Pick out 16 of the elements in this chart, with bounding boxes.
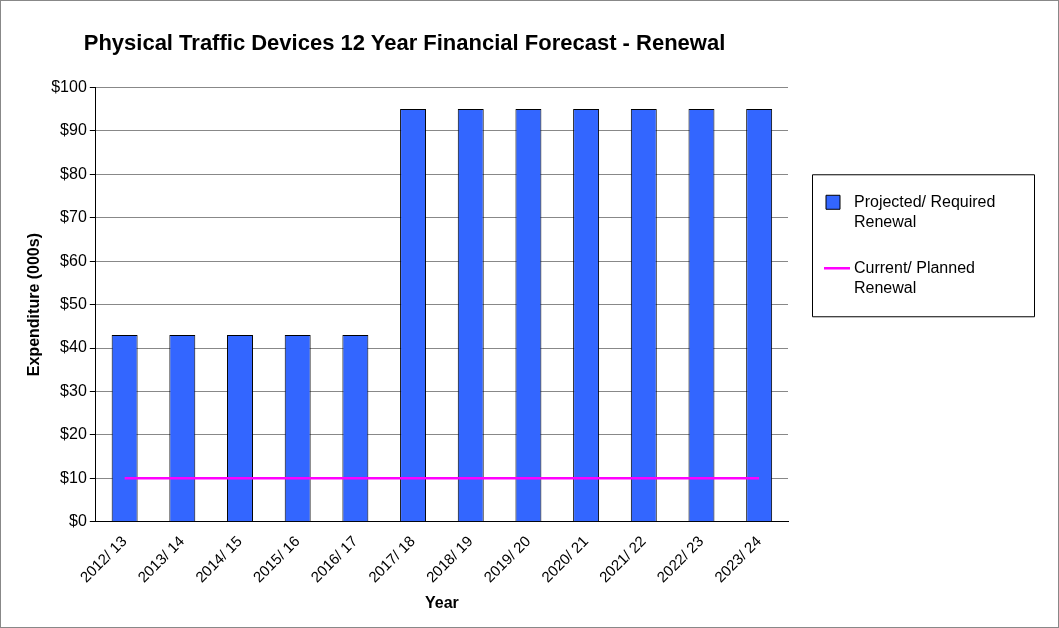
y-tick-label: $40 [60, 338, 87, 356]
legend-label: Projected/ Required Renewal [854, 192, 996, 230]
y-tick-label: $30 [60, 381, 87, 399]
chart-title: Physical Traffic Devices 12 Year Financial Forecast - Renewal [83, 30, 726, 56]
y-tick-label: $50 [60, 295, 87, 312]
y-tick-label: $10 [60, 468, 87, 486]
y-tick-label: $80 [60, 164, 87, 182]
y-tick-label: $90 [60, 121, 87, 139]
y-tick-label: $60 [60, 251, 87, 269]
y-axis-title: Expenditure (000s) [25, 233, 43, 377]
y-tick-label: $100 [51, 77, 87, 95]
y-tick-label: $0 [69, 512, 87, 530]
y-tick-label: $70 [60, 208, 87, 226]
y-tick-label: $20 [60, 425, 87, 443]
legend-label: Current/ Planned Renewal [854, 258, 975, 296]
x-axis-title: Year [424, 593, 459, 611]
